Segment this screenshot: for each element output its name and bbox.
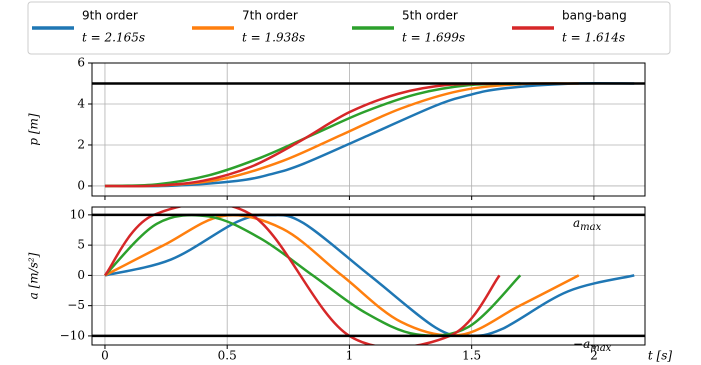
series-line: [104, 82, 579, 188]
annotation-prefix: −: [573, 336, 583, 350]
series-line: [104, 214, 580, 337]
x-tick-label: 1.5: [462, 349, 481, 363]
y-tick-label: 5: [77, 238, 85, 252]
y-tick-label: 2: [77, 137, 85, 151]
y-tick-label: 6: [77, 56, 85, 70]
y-axis-title: p [m]: [27, 113, 41, 146]
legend-label: bang-bang: [562, 9, 627, 23]
annotation-subscript: max: [580, 221, 601, 232]
legend-duration: t = 1.938s: [242, 31, 305, 45]
annotation-subscript: max: [590, 342, 611, 353]
annotation: −amax: [573, 336, 612, 353]
legend-box: [27, 1, 671, 55]
legend-duration: t = 2.165s: [82, 31, 145, 45]
legend-duration: t = 1.614s: [562, 31, 625, 45]
x-tick-label: 0.5: [218, 349, 237, 363]
annotation-symbol: a: [583, 336, 590, 350]
series-line: [104, 82, 635, 188]
y-tick-label: 4: [77, 96, 85, 110]
y-tick-label: 0: [77, 178, 85, 192]
x-axis-title: t [s]: [648, 349, 672, 363]
x-tick-label: 2: [590, 349, 598, 363]
legend-label: 5th order: [402, 9, 458, 23]
annotation: amax: [573, 215, 602, 232]
x-tick-label: 0: [101, 349, 109, 363]
y-axis-title: a [m/s²]: [27, 252, 41, 299]
axes-frame: [91, 206, 646, 346]
legend-duration: t = 1.699s: [402, 31, 465, 45]
subplot: 0 2 4 6 p [m]: [27, 56, 646, 200]
legend-label: 9th order: [82, 9, 138, 23]
axes-frame: [91, 62, 646, 197]
series-line: [104, 82, 500, 188]
y-tick-label: −5: [67, 298, 85, 312]
series-line: [104, 213, 635, 338]
y-tick-label: 10: [70, 207, 85, 221]
y-tick-label: 0: [77, 268, 85, 282]
legend-label: 7th order: [242, 9, 298, 23]
annotation-symbol: a: [573, 215, 580, 229]
y-tick-label: −10: [60, 328, 85, 342]
x-tick-label: 1: [346, 349, 354, 363]
